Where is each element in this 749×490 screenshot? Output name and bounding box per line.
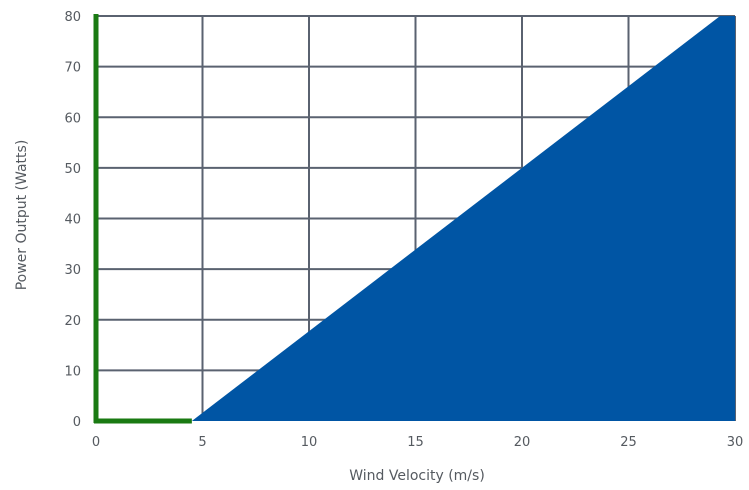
x-tick-label: 0 (92, 435, 100, 450)
x-tick-label: 30 (727, 435, 744, 450)
x-tick-labels: 0 5 10 15 20 25 30 (92, 435, 743, 450)
y-tick-labels: 0 10 20 30 40 50 60 70 80 (64, 10, 81, 430)
x-tick-label: 25 (620, 435, 637, 450)
y-tick-label: 0 (73, 415, 81, 430)
x-tick-label: 5 (198, 435, 206, 450)
y-tick-label: 60 (64, 111, 81, 126)
y-tick-label: 30 (64, 263, 81, 278)
y-tick-label: 10 (64, 364, 81, 379)
axes (93, 14, 192, 424)
x-axis-title: Wind Velocity (m/s) (349, 468, 485, 484)
x-tick-label: 15 (407, 435, 424, 450)
y-tick-label: 50 (64, 162, 81, 177)
x-tick-label: 10 (301, 435, 318, 450)
y-tick-label: 20 (64, 314, 81, 329)
series-area (191, 16, 736, 421)
y-tick-label: 40 (64, 213, 81, 228)
y-axis-title: Power Output (Watts) (14, 140, 30, 291)
y-tick-label: 80 (64, 10, 81, 25)
x-tick-label: 20 (514, 435, 531, 450)
y-tick-label: 70 (64, 61, 81, 76)
area-fill (191, 16, 736, 421)
